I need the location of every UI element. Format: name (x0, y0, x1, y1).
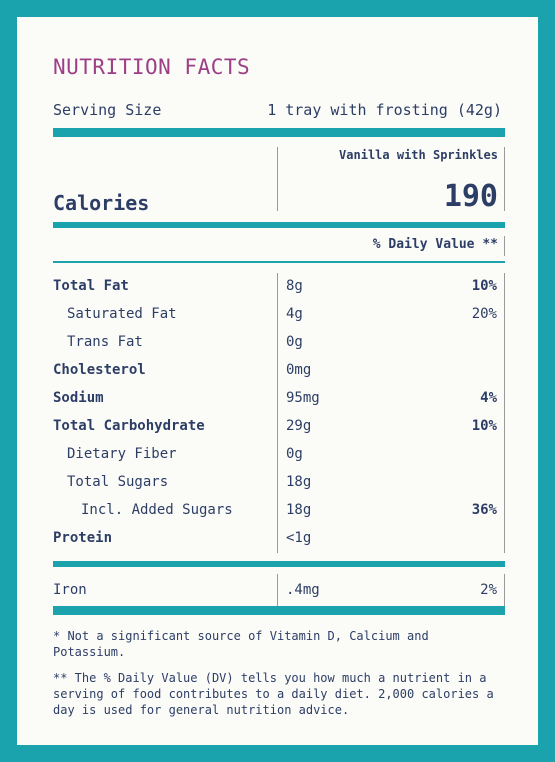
nutrient-row-sodium: Sodium 95mg 4% (53, 390, 497, 410)
nutrient-dv: 4% (480, 390, 497, 406)
medium-divider (53, 222, 505, 228)
nutrient-row-protein: Protein <1g (53, 530, 497, 550)
daily-value-header: % Daily Value ** (372, 237, 498, 252)
nutrient-name: Protein (53, 530, 113, 546)
nutrient-amount: 4g (286, 306, 303, 322)
nutrient-name: Sodium (53, 390, 104, 406)
nutrient-row-added-sugars: Incl. Added Sugars 18g 36% (53, 502, 497, 522)
nutrition-label-panel: NUTRITION FACTS Serving Size 1 tray with… (17, 17, 538, 745)
footnote-vitamins: * Not a significant source of Vitamin D,… (53, 629, 429, 659)
nutrient-amount: <1g (286, 530, 312, 546)
column-divider (277, 147, 278, 211)
column-divider (277, 574, 278, 606)
thick-divider (53, 606, 505, 615)
nutrient-name: Iron (53, 582, 87, 598)
nutrient-name: Trans Fat (67, 334, 143, 350)
nutrient-name: Incl. Added Sugars (81, 502, 233, 518)
nutrient-amount: .4mg (286, 582, 320, 598)
nutrient-row-iron: Iron .4mg 2% (53, 582, 497, 602)
nutrient-dv: 10% (471, 278, 497, 294)
nutrient-name: Total Sugars (67, 474, 169, 490)
nutrient-amount: 0mg (286, 362, 312, 378)
column-divider (504, 147, 505, 211)
thin-divider (53, 261, 505, 263)
nutrient-row-saturated-fat: Saturated Fat 4g 20% (53, 306, 497, 326)
variant-name: Vanilla with Sprinkles (339, 148, 498, 162)
calories-value: 190 (443, 179, 498, 214)
column-divider (277, 273, 278, 553)
nutrient-dv: 20% (471, 306, 497, 322)
nutrient-dv: 2% (480, 582, 497, 598)
nutrient-amount: 18g (286, 502, 312, 518)
nutrient-name: Cholesterol (53, 362, 146, 378)
label-title: NUTRITION FACTS (53, 55, 251, 79)
nutrient-row-total-carbohydrate: Total Carbohydrate 29g 10% (53, 418, 497, 438)
footnote-daily-value: ** The % Daily Value (DV) tells you how … (53, 671, 494, 717)
nutrient-row-dietary-fiber: Dietary Fiber 0g (53, 446, 497, 466)
nutrient-amount: 29g (286, 418, 312, 434)
nutrient-amount: 0g (286, 334, 303, 350)
column-divider (504, 236, 505, 256)
nutrient-amount: 0g (286, 446, 303, 462)
thick-divider (53, 128, 505, 137)
column-divider (504, 574, 505, 606)
nutrient-amount: 18g (286, 474, 312, 490)
nutrient-name: Total Carbohydrate (53, 418, 205, 434)
serving-size-label: Serving Size (53, 101, 162, 119)
nutrient-dv: 36% (471, 502, 497, 518)
column-divider (504, 273, 505, 553)
calories-label: Calories (53, 191, 150, 215)
nutrient-amount: 8g (286, 278, 303, 294)
nutrient-name: Dietary Fiber (67, 446, 177, 462)
medium-divider (53, 561, 505, 567)
nutrient-row-cholesterol: Cholesterol 0mg (53, 362, 497, 382)
serving-size-value: 1 tray with frosting (42g) (267, 101, 502, 119)
nutrient-name: Saturated Fat (67, 306, 177, 322)
nutrient-row-trans-fat: Trans Fat 0g (53, 334, 497, 354)
nutrient-dv: 10% (471, 418, 497, 434)
nutrient-amount: 95mg (286, 390, 320, 406)
nutrient-row-total-sugars: Total Sugars 18g (53, 474, 497, 494)
nutrient-name: Total Fat (53, 278, 129, 294)
nutrient-row-total-fat: Total Fat 8g 10% (53, 278, 497, 298)
